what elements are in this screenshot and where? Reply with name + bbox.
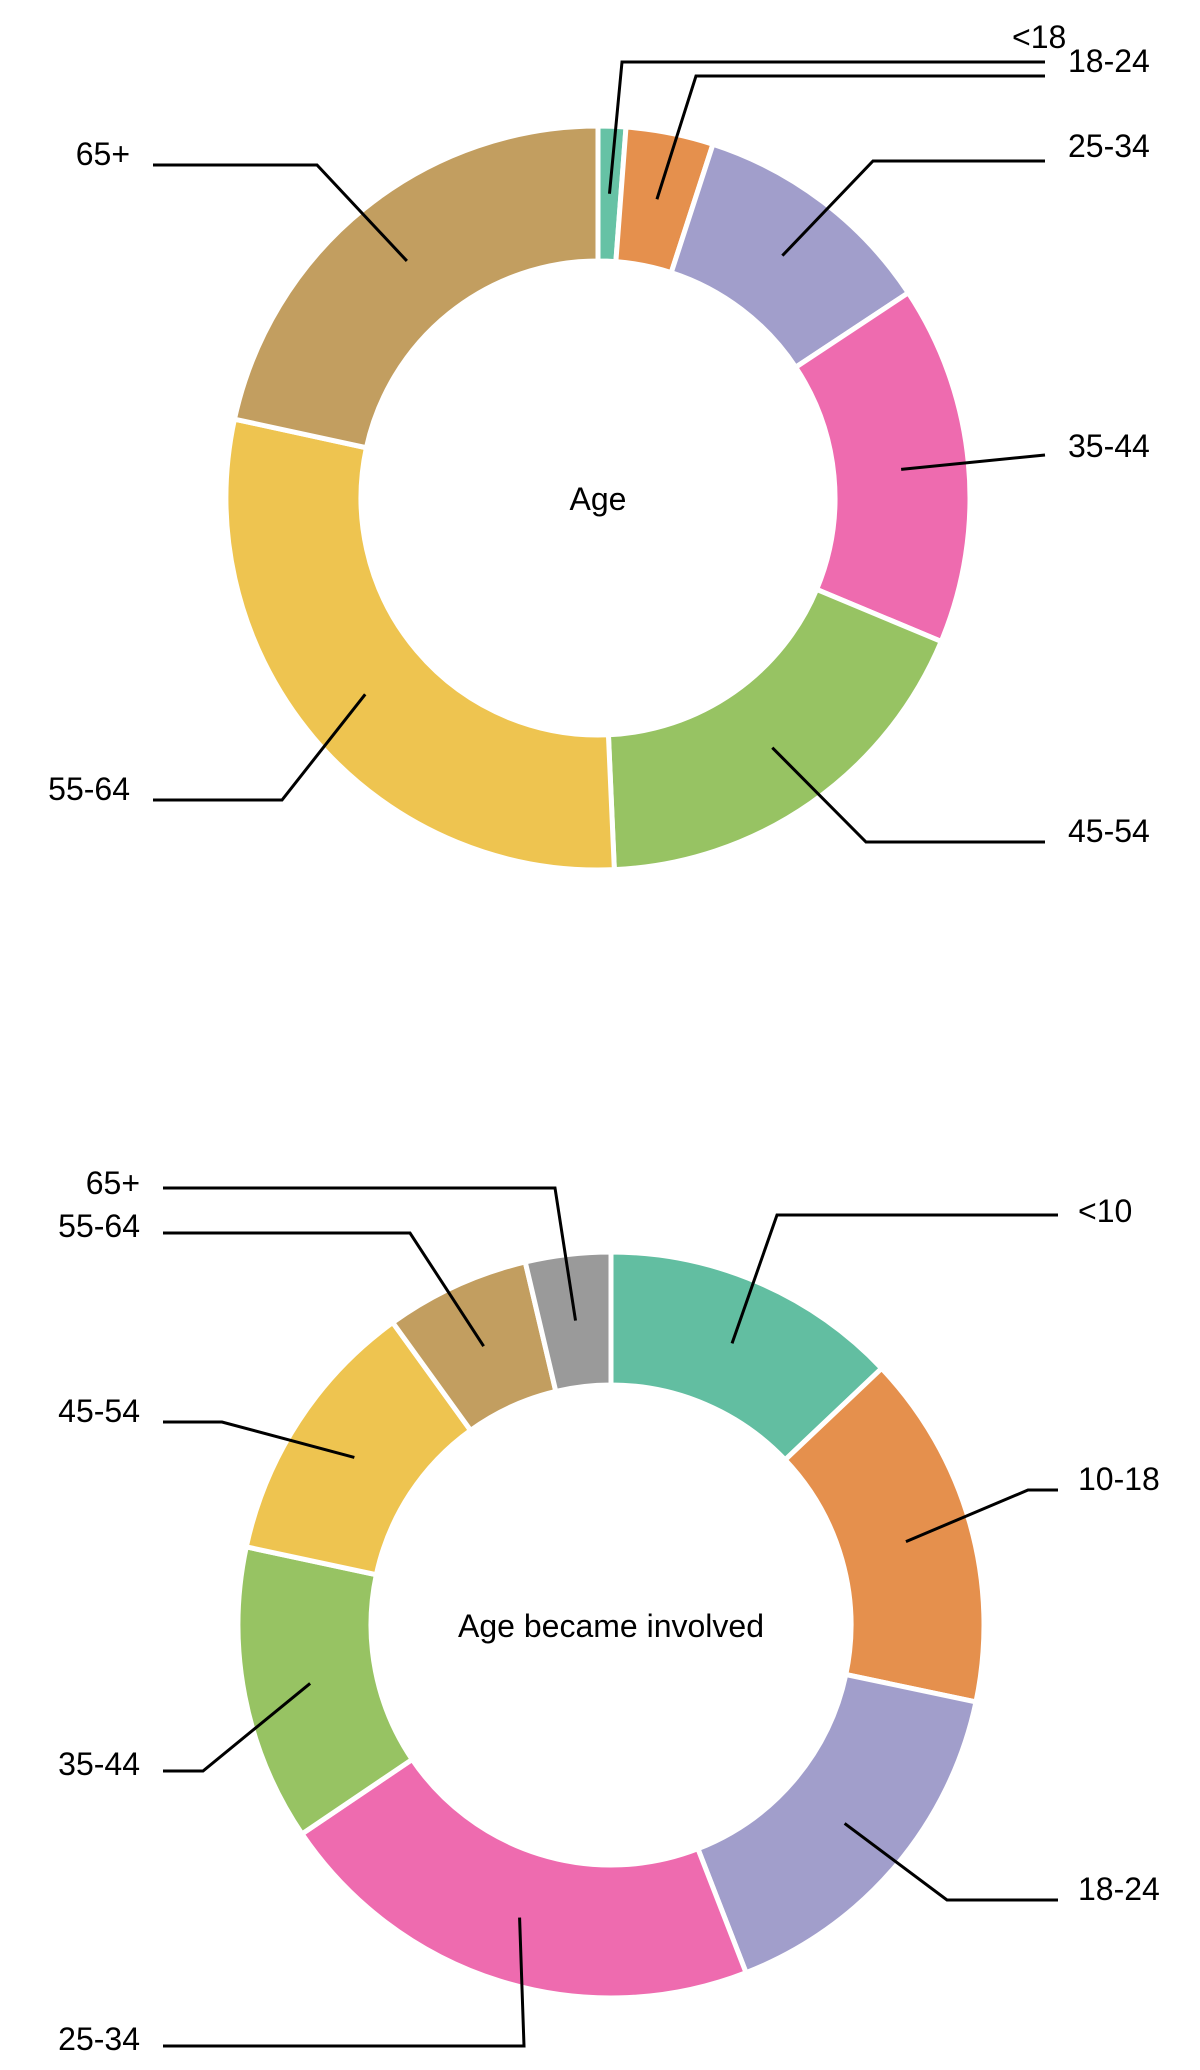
slice-label-55-64: 55-64 bbox=[48, 771, 130, 807]
slice-label-65-plus: 65+ bbox=[76, 136, 130, 172]
leader-line-under-18 bbox=[607, 60, 1045, 194]
leader-line-45-54 bbox=[771, 746, 1045, 844]
leader-line-18-24 bbox=[655, 74, 1045, 200]
slice-65-plus bbox=[231, 123, 601, 451]
slice-10-18 bbox=[781, 1364, 987, 1705]
slice-label-55-64: 55-64 bbox=[58, 1208, 140, 1244]
leader-line-25-34 bbox=[781, 159, 1045, 257]
slice-label-25-34: 25-34 bbox=[58, 2021, 140, 2057]
slice-label-45-54: 45-54 bbox=[1068, 813, 1150, 849]
slice-65-plus bbox=[522, 1249, 614, 1395]
slice-label-65-plus: 65+ bbox=[86, 1165, 140, 1201]
slice-55-64 bbox=[223, 416, 617, 873]
age-involved-donut-chart: <10 10-18 18-24 25-34 35-44 45-54 55-64 65+ Age … bbox=[58, 1165, 1160, 2057]
leader-line-55-64 bbox=[163, 1231, 485, 1348]
slice-label-45-54: 45-54 bbox=[58, 1393, 140, 1429]
leader-line-65-plus bbox=[163, 1186, 578, 1321]
slice-label-25-34: 25-34 bbox=[1068, 128, 1150, 164]
center-label: Age became involved bbox=[458, 1608, 764, 1644]
leader-line-under-10 bbox=[730, 1213, 1058, 1344]
leader-line-45-54 bbox=[163, 1420, 355, 1459]
slice-label-under-18: <18 bbox=[1012, 19, 1066, 55]
slice-45-54 bbox=[605, 586, 945, 873]
leader-line-35-44 bbox=[163, 1682, 312, 1773]
slice-label-under-10: <10 bbox=[1078, 1193, 1132, 1229]
slice-label-18-24: 18-24 bbox=[1078, 1871, 1160, 1907]
slice-label-10-18: 10-18 bbox=[1078, 1461, 1160, 1497]
slice-label-18-24: 18-24 bbox=[1068, 43, 1150, 79]
slice-18-24 bbox=[694, 1671, 979, 1976]
leader-line-55-64 bbox=[153, 693, 367, 802]
slice-label-35-44: 35-44 bbox=[58, 1746, 140, 1782]
leader-line-25-34 bbox=[163, 1917, 526, 2048]
leader-line-65-plus bbox=[153, 163, 408, 262]
slice-25-34 bbox=[298, 1755, 750, 2001]
leader-line-10-18 bbox=[905, 1488, 1058, 1544]
leader-line-18-24 bbox=[843, 1822, 1058, 1902]
center-label: Age bbox=[570, 481, 627, 517]
leader-line-35-44 bbox=[900, 453, 1046, 471]
slice-label-35-44: 35-44 bbox=[1068, 428, 1150, 464]
